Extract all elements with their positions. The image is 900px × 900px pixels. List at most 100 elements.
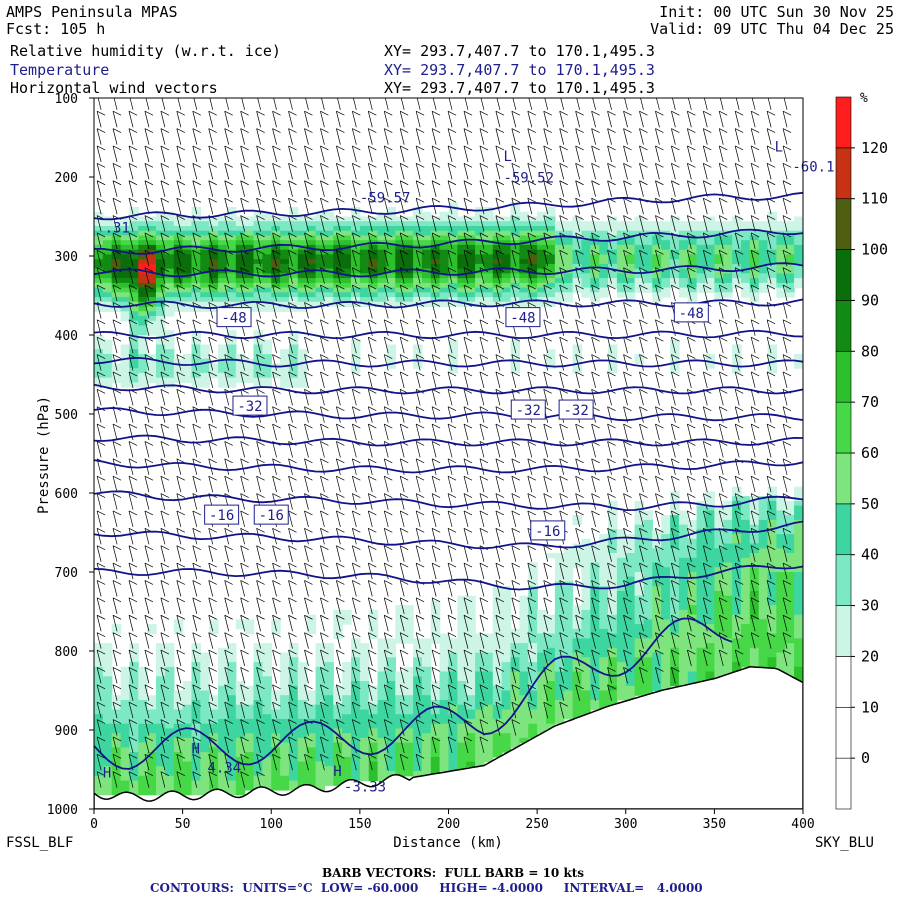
rh-cell: [705, 652, 715, 658]
rh-cell: [492, 690, 503, 696]
barb-flag: [112, 510, 122, 516]
rh-cell: [404, 297, 414, 303]
rh-cell: [253, 292, 263, 298]
rh-cell: [634, 548, 645, 554]
rh-cell: [182, 287, 193, 293]
barb-staff: [128, 615, 134, 632]
rh-cell: [129, 723, 139, 729]
rh-cell: [572, 354, 583, 360]
rh-cell: [723, 572, 733, 578]
wind-barb: [96, 336, 106, 354]
rh-cell: [448, 761, 458, 767]
rh-cell: [785, 543, 795, 549]
rh-cell: [758, 249, 769, 255]
rh-cell: [377, 723, 388, 729]
rh-cell: [156, 354, 166, 360]
rh-cell: [129, 747, 139, 753]
rh-cell: [554, 662, 565, 668]
rh-cell: [342, 287, 352, 293]
barb-flag: [112, 649, 122, 655]
rh-cell: [324, 742, 334, 748]
rh-cell: [129, 349, 139, 355]
rh-cell: [102, 700, 113, 706]
rh-cell: [147, 354, 157, 360]
rh-cell: [696, 519, 707, 526]
rh-cell: [200, 230, 210, 236]
rh-cell: [519, 249, 529, 255]
rh-cell: [253, 737, 263, 744]
rh-cell: [324, 273, 334, 279]
rh-cell: [138, 339, 148, 345]
rh-cell: [696, 534, 707, 540]
rh-cell: [430, 292, 441, 298]
rh-cell: [696, 240, 707, 246]
rh-cell: [156, 685, 166, 692]
barb-staff: [128, 128, 134, 145]
wind-barb: [112, 284, 122, 302]
rh-cell: [608, 591, 618, 597]
rh-cell: [244, 221, 255, 227]
rh-cell: [280, 700, 290, 706]
rh-cell: [448, 671, 458, 677]
rh-cell: [315, 263, 326, 270]
barb-flag: [160, 423, 170, 429]
rh-cell: [271, 723, 281, 729]
barb-flag: [176, 197, 186, 203]
rh-cell: [563, 249, 574, 255]
rh-cell: [741, 567, 751, 573]
rh-cell: [457, 287, 467, 293]
wind-barb: [160, 545, 170, 562]
rh-cell: [687, 543, 698, 549]
rh-cell: [413, 363, 423, 369]
rh-cell: [776, 254, 786, 260]
rh-cell: [280, 263, 290, 270]
rh-cell: [537, 226, 547, 232]
rh-cell: [563, 657, 574, 663]
wind-barb: [112, 545, 122, 562]
rh-cell: [652, 676, 662, 682]
rh-cell: [749, 657, 760, 663]
rh-cell: [244, 292, 255, 298]
rh-cell: [351, 339, 361, 345]
rh-cell: [191, 292, 201, 298]
rh-cell: [608, 548, 618, 554]
rh-cell: [634, 515, 645, 521]
rh-cell: [546, 349, 556, 355]
rh-cell: [546, 244, 556, 251]
rh-cell: [315, 704, 326, 710]
rh-cell: [741, 221, 751, 227]
rh-cell: [156, 382, 166, 388]
rh-cell: [448, 216, 458, 222]
rh-cell: [705, 595, 715, 601]
wind-barb: [160, 232, 170, 249]
rh-cell: [625, 278, 636, 284]
barb-staff: [160, 232, 166, 249]
rh-cell: [519, 723, 529, 729]
rh-cell: [324, 737, 334, 744]
barb-staff: [144, 702, 150, 719]
rh-cell: [182, 363, 193, 369]
rh-cell: [368, 268, 379, 274]
rh-cell: [767, 354, 777, 360]
barb-staff: [128, 736, 134, 753]
rh-cell: [244, 216, 255, 222]
wind-barb: [160, 197, 170, 215]
rh-cell: [395, 263, 405, 270]
rh-cell: [652, 557, 662, 564]
rh-cell: [608, 500, 618, 507]
rh-cell: [776, 548, 786, 554]
rh-cell: [661, 652, 671, 658]
barb-flag: [160, 441, 170, 446]
rh-cell: [457, 657, 467, 663]
rh-cell: [670, 282, 680, 289]
rh-cell: [324, 235, 334, 241]
rh-cell: [714, 662, 724, 668]
rh-cell: [235, 226, 246, 232]
rh-cell: [342, 235, 352, 241]
barb-staff: [96, 284, 102, 302]
rh-cell: [253, 714, 263, 720]
rh-cell: [678, 572, 689, 578]
rh-cell: [430, 681, 441, 687]
rh-cell: [652, 685, 662, 692]
rh-cell: [413, 643, 423, 649]
